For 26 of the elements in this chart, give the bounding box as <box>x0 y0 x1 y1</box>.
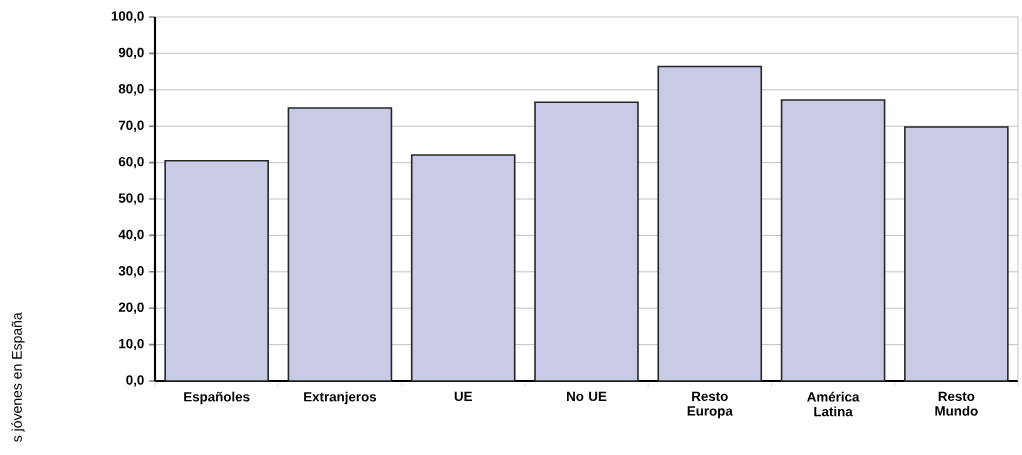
y-tick-label: 90,0 <box>118 47 144 60</box>
y-tick-label: 80,0 <box>118 84 144 96</box>
y-tick-label: 10,0 <box>119 338 144 351</box>
bar <box>410 154 516 382</box>
x-tick-label: Españoles <box>184 391 250 405</box>
y-tick-label: 0,0 <box>126 375 144 387</box>
bar <box>904 126 1009 382</box>
y-tick-label: 30,0 <box>118 266 144 278</box>
x-tick-label: Resto Europa <box>687 391 733 419</box>
x-tick-label: Extranjeros <box>304 391 377 405</box>
x-tick-label: No UE <box>567 391 607 402</box>
bar <box>287 107 393 382</box>
y-tick-label: 20,0 <box>118 302 144 314</box>
x-tick-label: UE <box>454 391 472 402</box>
y-tick-label: 50,0 <box>118 193 144 205</box>
y-tick-label: 70,0 <box>118 120 144 132</box>
bar <box>657 65 763 382</box>
text: s jóvenes en España <box>11 312 25 442</box>
x-tick-label: Resto Mundo <box>935 391 978 416</box>
x-tick-label: América Latina <box>807 391 860 417</box>
bar <box>164 159 269 382</box>
bar <box>534 101 639 382</box>
y-tick-label: 40,0 <box>118 229 144 242</box>
y-tick-label: 100,0 <box>111 11 144 23</box>
bar <box>780 99 886 382</box>
y-tick-label: 60,0 <box>118 156 144 169</box>
